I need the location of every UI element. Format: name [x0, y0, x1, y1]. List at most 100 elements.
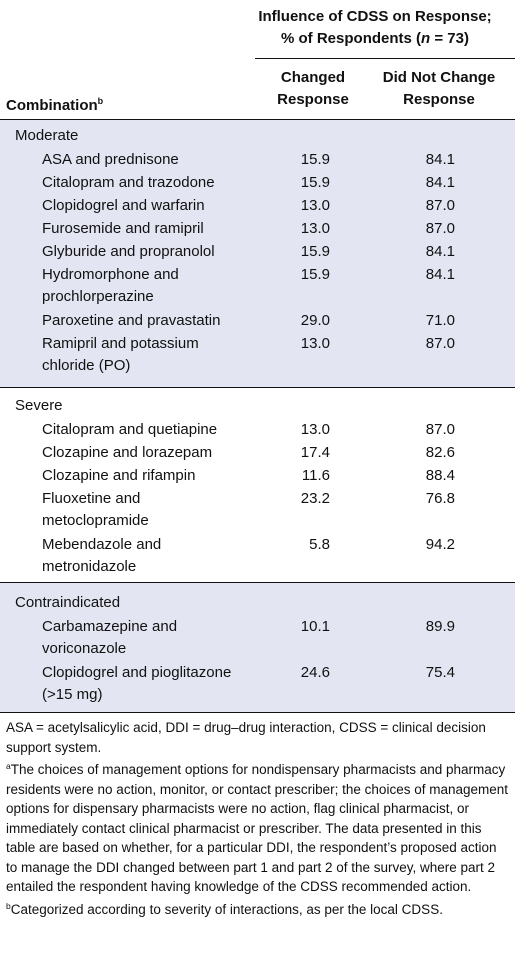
changed-response-value: 13.0: [300, 335, 330, 352]
header-divider: [255, 58, 515, 59]
combination-cell: Clozapine and lorazepam: [42, 442, 252, 464]
influence-line2-prefix: % of Respondents (: [281, 30, 422, 47]
footnote-b: bCategorized according to severity of in…: [6, 897, 511, 920]
combination-cell: Mebendazole and metronidazole: [42, 534, 252, 578]
not-changed-response-value: 76.8: [425, 490, 455, 507]
combination-label: Combination: [6, 97, 98, 114]
notchanged-line2: Response: [403, 91, 475, 108]
changed-response-value: 29.0: [300, 312, 330, 329]
combination-cell: ASA and prednisone: [42, 149, 252, 171]
footnote-a-text: The choices of management options for no…: [6, 762, 509, 894]
changed-response-value: 11.6: [301, 467, 330, 484]
combination-line1: Carbamazepine and: [42, 618, 178, 635]
combination-cell: Hydromorphone and prochlorperazine: [42, 264, 252, 308]
changed-response-value: 10.1: [300, 618, 330, 635]
changed-response-value: 13.0: [300, 220, 330, 237]
combination-line2: metronidazole: [42, 558, 137, 575]
changed-response-value: 23.2: [300, 490, 330, 507]
combination-line1: Mebendazole and: [42, 536, 162, 553]
influence-line1: Influence of CDSS on Response;: [258, 8, 492, 25]
changed-response-value: 15.9: [300, 151, 330, 168]
not-changed-response-value: 84.1: [425, 266, 455, 283]
influence-heading: Influence of CDSS on Response; % of Resp…: [255, 6, 495, 50]
section-moderate: Moderate ASA and prednisone 15.9 84.1 Citalo…: [0, 120, 515, 387]
notchanged-line1: Did Not Change: [382, 69, 496, 86]
combination-cell: Clopidogrel and pioglitazone (>15 mg): [42, 662, 252, 706]
section-title: Moderate: [15, 127, 79, 144]
not-changed-response-value: 84.1: [425, 151, 455, 168]
section-severe: Severe Citalopram and quetiapine 13.0 87.0 C…: [0, 388, 515, 582]
combination-cell: Clopidogrel and warfarin: [42, 195, 252, 217]
combination-line2: metoclopramide: [42, 512, 149, 529]
section-divider: [0, 582, 515, 583]
header-bottom-rule: [0, 119, 515, 120]
combination-line1: ASA and prednisone: [42, 151, 179, 168]
influence-n: n: [421, 30, 431, 47]
changed-response-value: 15.9: [300, 266, 330, 283]
combination-cell: Fluoxetine and metoclopramide: [42, 488, 252, 532]
abbreviations-note: ASA = acetylsalicylic acid, DDI = drug–d…: [6, 720, 486, 755]
changed-response-value: 15.9: [300, 174, 330, 191]
influence-line2: % of Respondents (n = 73): [255, 28, 495, 50]
changed-response-value: 24.6: [300, 664, 330, 681]
not-changed-response-value: 82.6: [425, 444, 455, 461]
not-changed-response-value: 87.0: [425, 220, 455, 237]
combination-cell: Paroxetine and pravastatin: [42, 310, 252, 332]
not-changed-response-value: 87.0: [425, 335, 455, 352]
changed-response-value: 5.8: [309, 536, 330, 553]
changed-response-value: 15.9: [300, 243, 330, 260]
changed-response-value: 13.0: [300, 197, 330, 214]
column-header-not-changed: Did Not Change Response: [365, 67, 513, 111]
combination-cell: Glyburide and propranolol: [42, 241, 252, 263]
section-divider: [0, 387, 515, 388]
combination-line1: Ramipril and potassium: [42, 335, 199, 352]
column-header-combination: Combinationb: [6, 90, 103, 117]
footnote-a-mark: a: [6, 761, 11, 771]
combination-line2: prochlorperazine: [42, 288, 154, 305]
combination-line2: voriconazole: [42, 640, 127, 657]
combination-line1: Clopidogrel and pioglitazone: [42, 664, 232, 681]
changed-response-value: 17.4: [300, 444, 330, 461]
not-changed-response-value: 87.0: [425, 197, 455, 214]
footnote-b-text: Categorized according to severity of int…: [10, 901, 443, 917]
combination-cell: Clozapine and rifampin: [42, 465, 252, 487]
not-changed-response-value: 87.0: [425, 421, 455, 438]
section-title: Severe: [15, 397, 63, 414]
combination-cell: Citalopram and quetiapine: [42, 419, 252, 441]
changed-line1: Changed: [280, 69, 346, 86]
combination-cell: Citalopram and trazodone: [42, 172, 252, 194]
combination-line1: Glyburide and propranolol: [42, 243, 215, 260]
combination-line1: Furosemide and ramipril: [42, 220, 204, 237]
changed-line2: Response: [277, 91, 349, 108]
combination-cell: Furosemide and ramipril: [42, 218, 252, 240]
combination-line1: Paroxetine and pravastatin: [42, 312, 221, 329]
changed-response-value: 13.0: [300, 421, 330, 438]
footnote-a: aThe choices of management options for n…: [6, 757, 511, 897]
influence-line2-suffix: = 73): [430, 30, 469, 47]
section-divider: [0, 712, 515, 713]
not-changed-response-value: 84.1: [425, 174, 455, 191]
not-changed-response-value: 75.4: [425, 664, 455, 681]
not-changed-response-value: 94.2: [425, 536, 455, 553]
table-header: Influence of CDSS on Response; % of Resp…: [0, 0, 515, 120]
not-changed-response-value: 88.4: [425, 467, 455, 484]
combination-line2: chloride (PO): [42, 357, 131, 374]
combination-line1: Hydromorphone and: [42, 266, 179, 283]
not-changed-response-value: 89.9: [425, 618, 455, 635]
combination-line1: Clopidogrel and warfarin: [42, 197, 205, 214]
footnote-b-mark: b: [6, 900, 11, 911]
section-title: Contraindicated: [15, 594, 121, 611]
combination-line1: Clozapine and lorazepam: [42, 444, 213, 461]
combination-line1: Clozapine and rifampin: [42, 467, 196, 484]
combination-footnote-mark: b: [97, 96, 104, 106]
combination-line1: Citalopram and quetiapine: [42, 421, 218, 438]
column-header-changed: Changed Response: [268, 67, 358, 111]
combination-line1: Fluoxetine and: [42, 490, 141, 507]
combination-cell: Ramipril and potassium chloride (PO): [42, 333, 252, 377]
not-changed-response-value: 71.0: [425, 312, 455, 329]
combination-line2: (>15 mg): [42, 686, 103, 703]
section-contraindicated: Contraindicated Carbamazepine and voricona…: [0, 583, 515, 712]
not-changed-response-value: 84.1: [425, 243, 455, 260]
combination-cell: Carbamazepine and voriconazole: [42, 616, 252, 660]
table-footnotes: ASA = acetylsalicylic acid, DDI = drug–d…: [6, 718, 511, 919]
